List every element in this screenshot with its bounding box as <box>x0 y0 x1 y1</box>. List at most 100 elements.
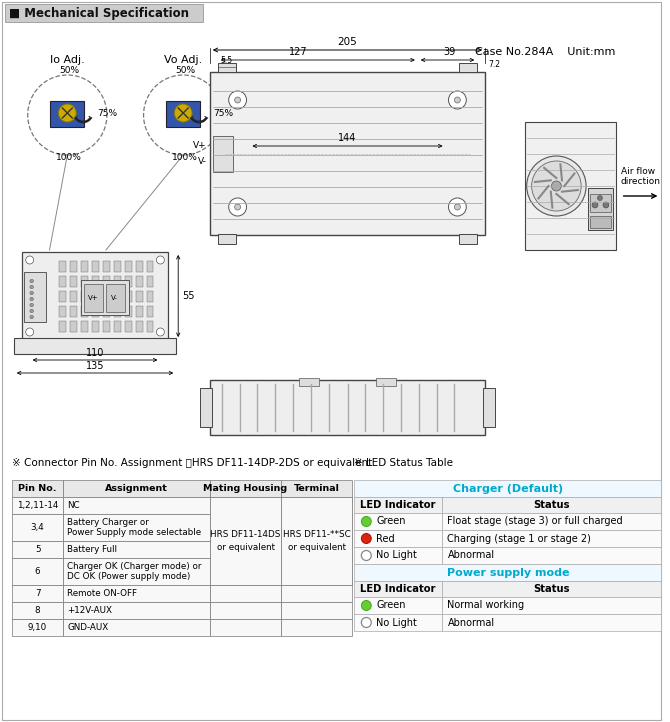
Bar <box>92 321 99 332</box>
Bar <box>12 585 64 602</box>
Circle shape <box>361 550 371 560</box>
Bar <box>114 276 121 287</box>
Bar <box>114 291 121 302</box>
Text: 127: 127 <box>289 47 308 57</box>
Text: Mating Housing: Mating Housing <box>204 484 287 493</box>
Text: 75%: 75% <box>97 108 117 118</box>
Text: ■ Mechanical Specification: ■ Mechanical Specification <box>9 6 189 19</box>
Bar <box>281 514 352 541</box>
Bar <box>210 380 485 435</box>
Bar <box>213 136 232 172</box>
Bar <box>166 101 200 127</box>
Text: Abnormal: Abnormal <box>448 617 494 627</box>
Text: Green: Green <box>377 516 406 526</box>
Text: 50%: 50% <box>59 66 79 75</box>
Bar <box>354 530 442 547</box>
Circle shape <box>361 516 371 526</box>
Bar <box>281 619 352 636</box>
Bar <box>125 261 132 272</box>
Bar <box>103 276 110 287</box>
Bar <box>5 4 203 22</box>
Bar <box>442 530 661 547</box>
Circle shape <box>30 291 34 295</box>
Circle shape <box>30 303 34 307</box>
Circle shape <box>361 534 371 544</box>
Bar <box>12 619 64 636</box>
Bar <box>442 513 661 530</box>
Circle shape <box>25 256 34 264</box>
Bar <box>147 306 153 317</box>
Circle shape <box>234 97 241 103</box>
Text: Abnormal: Abnormal <box>448 550 494 560</box>
Circle shape <box>156 328 164 336</box>
Text: Remote ON-OFF: Remote ON-OFF <box>67 589 137 598</box>
Circle shape <box>25 328 34 336</box>
Bar <box>281 497 352 585</box>
Text: 5: 5 <box>35 545 40 554</box>
Text: Charging (stage 1 or stage 2): Charging (stage 1 or stage 2) <box>448 534 592 544</box>
Bar <box>377 378 396 386</box>
Bar <box>354 497 442 513</box>
Bar <box>281 497 352 514</box>
Circle shape <box>592 202 598 208</box>
Bar <box>12 558 64 585</box>
Bar <box>590 216 611 228</box>
Bar <box>210 497 281 585</box>
Bar <box>460 63 477 72</box>
Circle shape <box>156 256 164 264</box>
Text: 205: 205 <box>338 37 357 47</box>
Bar <box>135 261 143 272</box>
Circle shape <box>30 279 34 283</box>
Text: Status: Status <box>533 584 570 594</box>
Text: 110: 110 <box>86 348 105 358</box>
Bar <box>23 272 46 322</box>
Bar <box>92 306 99 317</box>
Text: Power supply mode: Power supply mode <box>447 567 569 578</box>
Text: LED Indicator: LED Indicator <box>360 584 436 594</box>
Text: 7: 7 <box>35 589 40 598</box>
Circle shape <box>448 91 466 109</box>
Circle shape <box>361 617 371 627</box>
Bar <box>483 388 495 427</box>
Bar <box>64 558 210 585</box>
Bar <box>281 480 352 497</box>
Bar <box>590 194 611 212</box>
Bar <box>70 261 77 272</box>
Text: 50%: 50% <box>175 66 195 75</box>
Bar <box>103 321 110 332</box>
Bar <box>210 585 281 602</box>
Bar <box>81 306 88 317</box>
Text: Red: Red <box>377 534 395 544</box>
Text: No Light: No Light <box>377 617 417 627</box>
Text: 6: 6 <box>35 567 40 576</box>
Text: 9,10: 9,10 <box>28 623 48 632</box>
Circle shape <box>27 75 107 155</box>
Text: 3,4: 3,4 <box>31 523 44 532</box>
Bar <box>125 291 132 302</box>
Circle shape <box>454 204 460 210</box>
Text: V-: V- <box>198 157 207 167</box>
Circle shape <box>228 91 247 109</box>
Text: Air flow: Air flow <box>620 167 655 175</box>
Circle shape <box>532 161 581 211</box>
Bar <box>281 558 352 585</box>
Text: Charger (Default): Charger (Default) <box>453 484 563 494</box>
Bar <box>64 541 210 558</box>
Circle shape <box>454 97 460 103</box>
Circle shape <box>361 601 371 611</box>
Text: 55: 55 <box>182 291 195 301</box>
Bar <box>103 306 110 317</box>
Circle shape <box>143 75 222 155</box>
Bar <box>210 480 281 497</box>
Text: 39: 39 <box>444 47 456 57</box>
Bar <box>147 321 153 332</box>
Bar <box>114 321 121 332</box>
Bar <box>281 585 352 602</box>
Bar <box>81 321 88 332</box>
Text: +12V-AUX: +12V-AUX <box>67 606 113 615</box>
Circle shape <box>603 202 609 208</box>
Bar <box>64 514 210 541</box>
Bar <box>210 619 281 636</box>
Bar <box>70 321 77 332</box>
Circle shape <box>527 156 586 216</box>
